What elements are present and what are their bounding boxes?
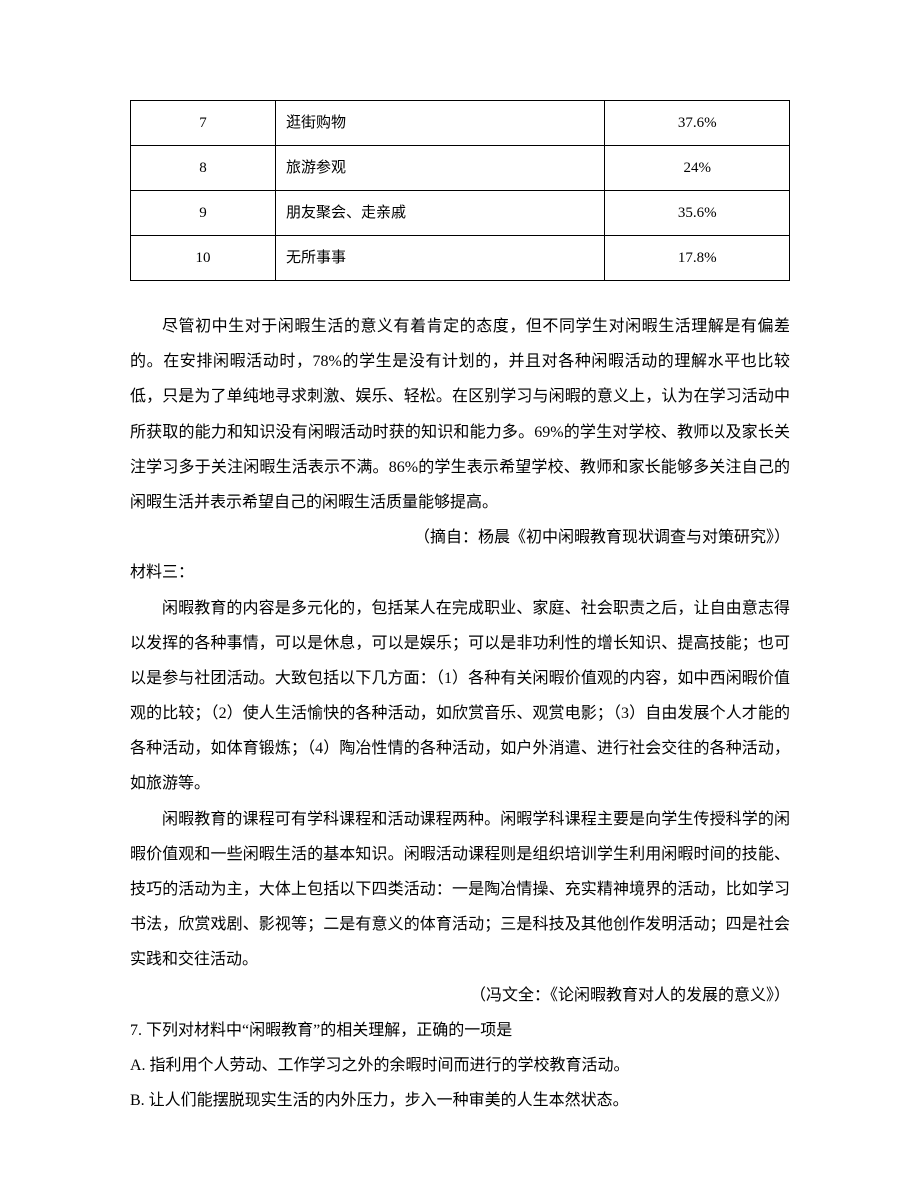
question-7-option-b: B. 让人们能摆脱现实生活的内外压力，步入一种审美的人生本然状态。 [130, 1083, 790, 1118]
paragraph-2: 闲暇教育的内容是多元化的，包括某人在完成职业、家庭、社会职责之后，让自由意志得以… [130, 591, 790, 802]
section-3-label: 材料三： [130, 555, 790, 590]
question-7-stem: 7. 下列对材料中“闲暇教育”的相关理解，正确的一项是 [130, 1013, 790, 1048]
attribution-1: （摘自：杨晨《初中闲暇教育现状调查与对策研究》） [130, 520, 790, 555]
question-7-option-a: A. 指利用个人劳动、工作学习之外的余暇时间而进行的学校教育活动。 [130, 1048, 790, 1083]
cell-pct: 35.6% [605, 191, 790, 236]
cell-activity: 旅游参观 [275, 146, 605, 191]
cell-activity: 逛街购物 [275, 101, 605, 146]
table-row: 9 朋友聚会、走亲戚 35.6% [131, 191, 790, 236]
table-row: 10 无所事事 17.8% [131, 236, 790, 281]
paragraph-1: 尽管初中生对于闲暇生活的意义有着肯定的态度，但不同学生对闲暇生活理解是有偏差的。… [130, 309, 790, 520]
cell-num: 8 [131, 146, 276, 191]
cell-pct: 24% [605, 146, 790, 191]
cell-pct: 17.8% [605, 236, 790, 281]
cell-num: 7 [131, 101, 276, 146]
cell-activity: 朋友聚会、走亲戚 [275, 191, 605, 236]
cell-activity: 无所事事 [275, 236, 605, 281]
attribution-2: （冯文全：《论闲暇教育对人的发展的意义》） [130, 978, 790, 1013]
table-row: 7 逛街购物 37.6% [131, 101, 790, 146]
cell-num: 10 [131, 236, 276, 281]
cell-num: 9 [131, 191, 276, 236]
activity-table: 7 逛街购物 37.6% 8 旅游参观 24% 9 朋友聚会、走亲戚 35.6%… [130, 100, 790, 281]
table-row: 8 旅游参观 24% [131, 146, 790, 191]
cell-pct: 37.6% [605, 101, 790, 146]
paragraph-3: 闲暇教育的课程可有学科课程和活动课程两种。闲暇学科课程主要是向学生传授科学的闲暇… [130, 802, 790, 978]
